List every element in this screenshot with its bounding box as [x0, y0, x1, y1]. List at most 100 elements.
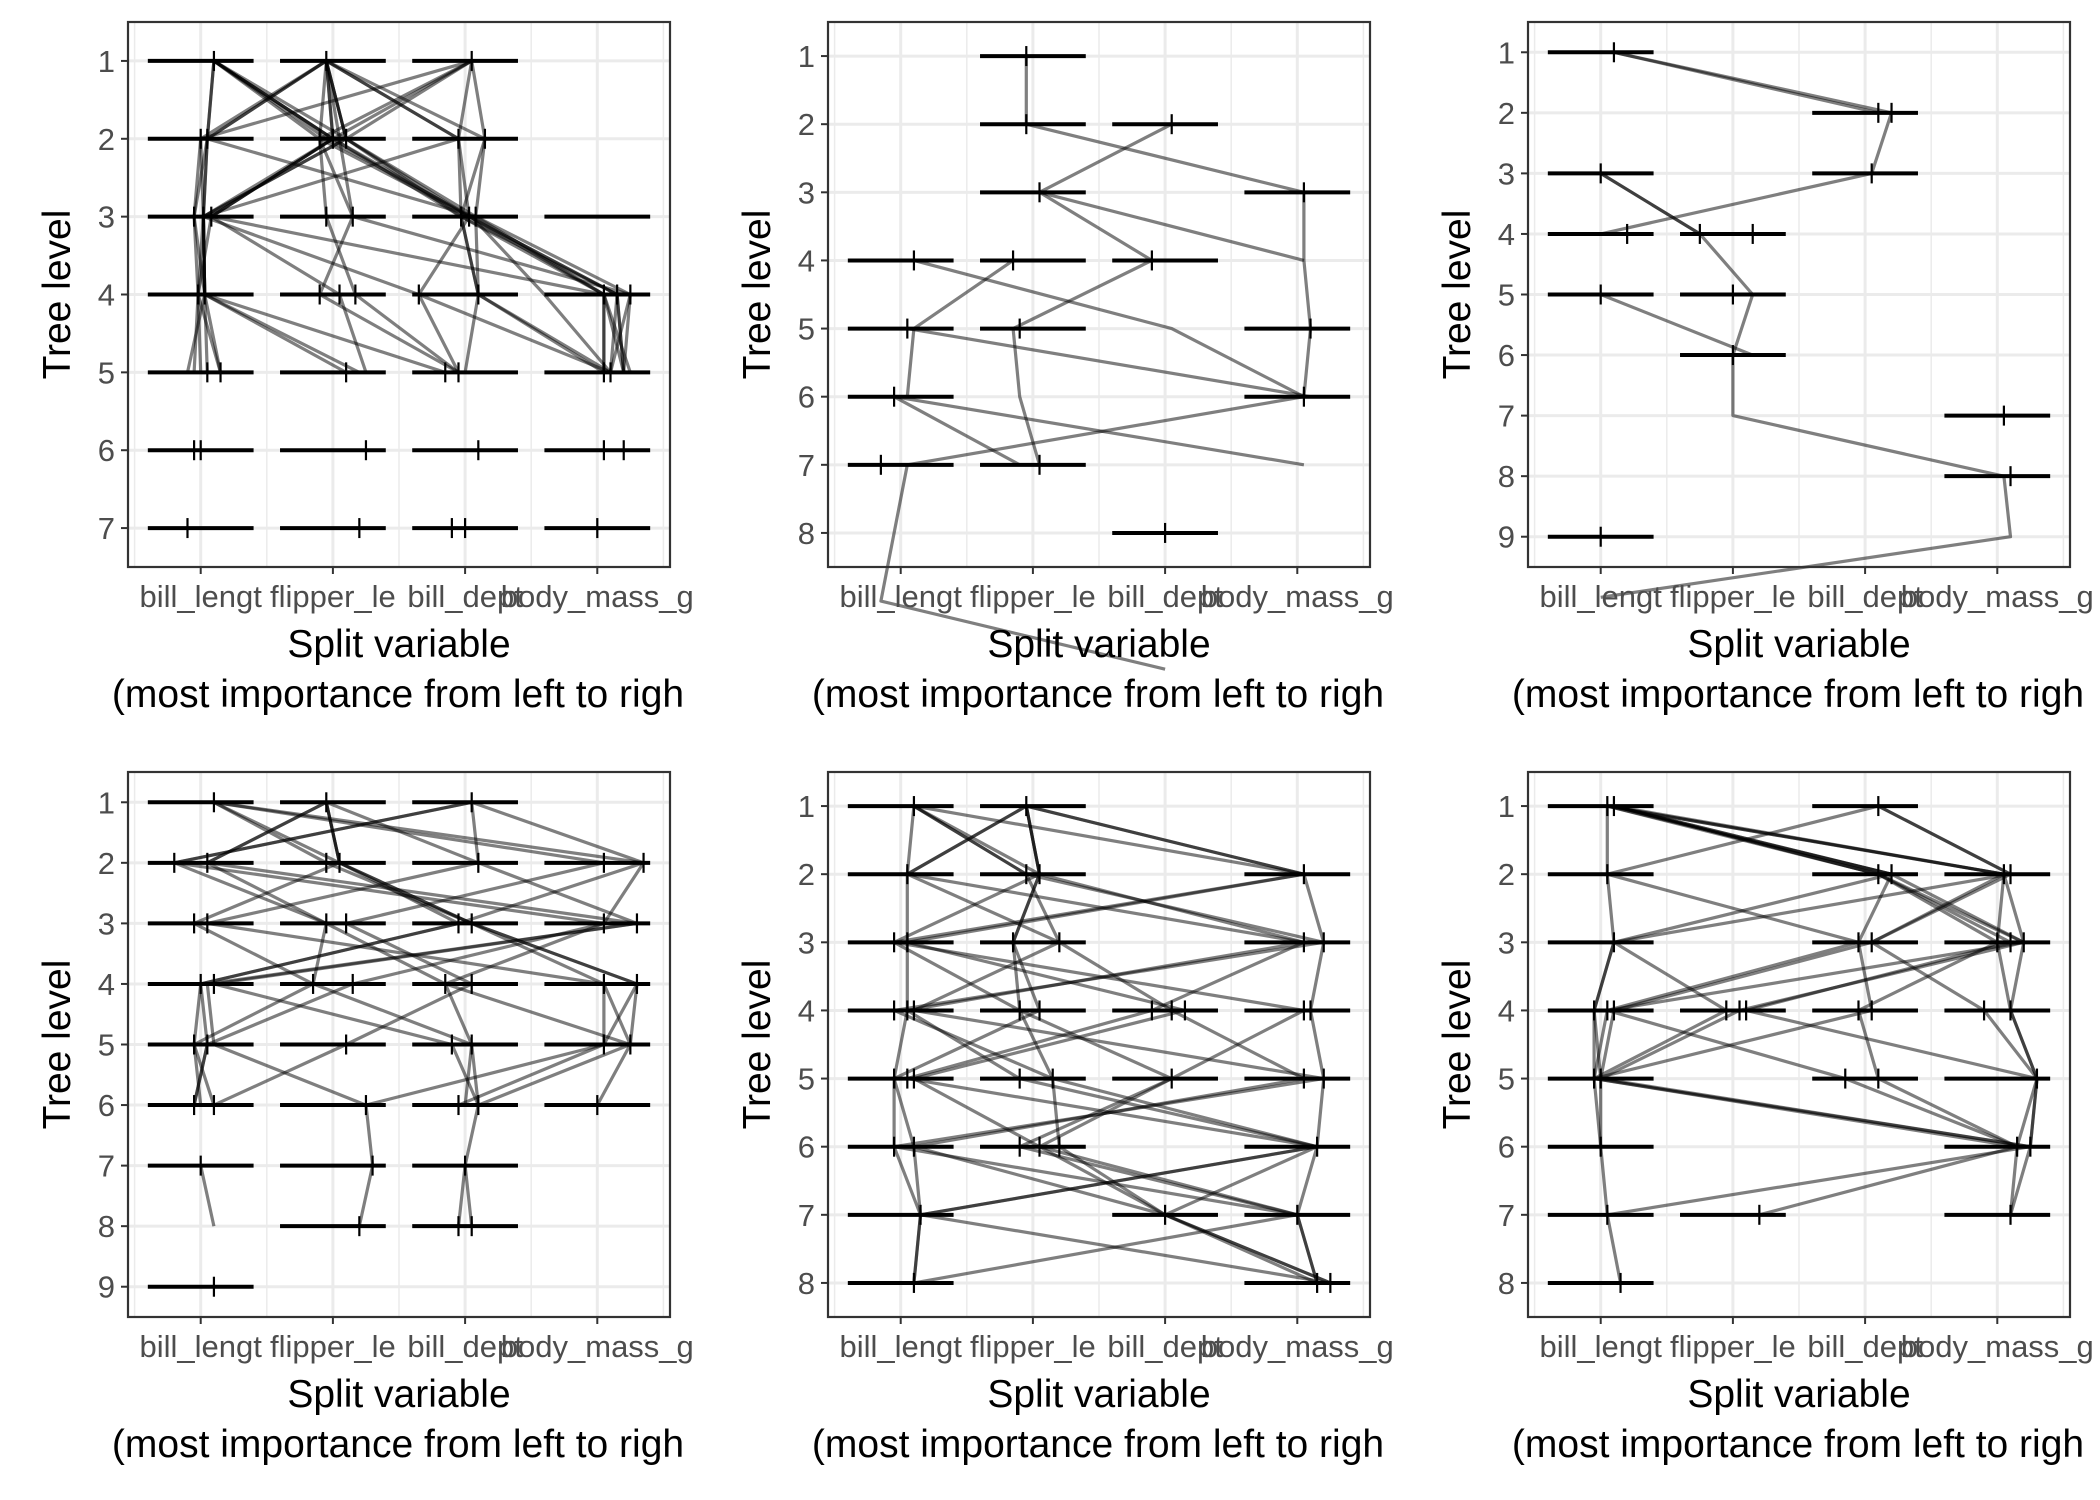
y-tick-label: 2: [1498, 857, 1515, 892]
y-tick-label: 1: [798, 789, 815, 824]
tree-path-line: [213, 800, 632, 1107]
y-tick-label: 6: [1498, 1130, 1515, 1165]
x-tick-label: body_mass_g: [501, 1329, 694, 1364]
x-axis-title: Split variable: [987, 623, 1210, 666]
y-axis-title: Tree level: [736, 210, 779, 380]
tree-path-line: [1592, 806, 1623, 1284]
y-tick-label: 4: [98, 967, 115, 1002]
y-tick-label: 4: [798, 993, 815, 1028]
tree-path-line: [1599, 172, 2013, 599]
y-axis-title: Tree level: [36, 960, 79, 1130]
tree-path-line: [892, 805, 1318, 1285]
chart-panel-4: 1 2 3 4 5 6 7 8 9 bill_lengt flipper_le bill_deptbo…: [36, 770, 694, 1466]
tree-path-line: [1600, 293, 1754, 357]
tree-path-line: [456, 1165, 467, 1227]
x-axis-title: Split variable: [1687, 623, 1910, 666]
chart-panel-2: 1 2 3 4 5 6 7 8 bill_lengt flipper_le bill_deptbod…: [736, 20, 1394, 716]
chart-panel-6: 1 2 3 4 5 6 7 8 bill_lengt flipper_le bill_deptbod…: [1436, 770, 2094, 1466]
x-axis-subtitle: (most importance from left to righ: [112, 1423, 684, 1466]
y-tick-label: 2: [798, 857, 815, 892]
x-axis-subtitle: (most importance from left to righ: [1512, 1423, 2084, 1466]
x-tick-label: bill_dept: [407, 1329, 523, 1364]
x-tick-label: bill_lengt: [840, 1329, 963, 1364]
y-tick-label: 6: [798, 380, 815, 415]
y-tick-label: 1: [1498, 35, 1515, 70]
chart-panel-5: 1 2 3 4 5 6 7 8 bill_lengt flipper_le bill_deptbod…: [736, 770, 1394, 1466]
x-tick-label: flipper_le: [1670, 579, 1796, 614]
x-tick-label: bill_lengt: [1540, 1329, 1663, 1364]
x-tick-label: flipper_le: [1670, 1329, 1796, 1364]
y-tick-label: 6: [98, 1088, 115, 1123]
y-tick-label: 8: [798, 516, 815, 551]
x-tick-label: bill_dept: [1107, 579, 1223, 614]
x-axis-subtitle: (most importance from left to righ: [812, 673, 1384, 716]
y-tick-label: 3: [98, 906, 115, 941]
y-tick-label: 2: [98, 846, 115, 881]
y-axis-title: Tree level: [736, 960, 779, 1130]
y-tick-label: 5: [798, 312, 815, 347]
y-axis-title: Tree level: [36, 210, 79, 380]
y-tick-label: 8: [98, 1209, 115, 1244]
y-tick-label: 3: [1498, 156, 1515, 191]
x-axis-subtitle: (most importance from left to righ: [112, 673, 684, 716]
x-axis-title: Split variable: [287, 623, 510, 666]
y-tick-label: 2: [98, 122, 115, 157]
chart-panel-3: 1 2 3 4 5 6 7 8 9 bill_lengt flipper_le bill_deptbo…: [1436, 20, 2094, 716]
y-tick-label: 5: [98, 1028, 115, 1063]
x-tick-label: body_mass_g: [1901, 1329, 2094, 1364]
x-tick-label: bill_dept: [1807, 1329, 1923, 1364]
y-tick-label: 6: [98, 433, 115, 468]
tree-path-line: [893, 395, 1021, 467]
x-tick-label: body_mass_g: [501, 579, 694, 614]
x-axis-subtitle: (most importance from left to righ: [812, 1423, 1384, 1466]
y-tick-label: 9: [98, 1270, 115, 1305]
y-tick-label: 3: [98, 200, 115, 235]
y-tick-label: 1: [798, 39, 815, 74]
tree-path-line: [1039, 190, 1305, 262]
x-tick-label: flipper_le: [970, 579, 1096, 614]
tree-path-line: [357, 1165, 375, 1227]
panel-border: [826, 770, 1372, 1319]
y-tick-label: 2: [798, 107, 815, 142]
x-tick-label: bill_lengt: [1540, 579, 1663, 614]
x-axis-title: Split variable: [987, 1373, 1210, 1416]
y-tick-label: 6: [798, 1130, 815, 1165]
x-axis-title: Split variable: [287, 1373, 510, 1416]
tree-path-line: [364, 1104, 375, 1166]
y-tick-label: 7: [798, 1198, 815, 1233]
y-tick-label: 8: [1498, 459, 1515, 494]
y-axis-title: Tree level: [1436, 210, 1479, 380]
y-tick-label: 4: [1498, 993, 1515, 1028]
y-tick-label: 4: [798, 243, 815, 278]
tree-path-line: [1011, 122, 1173, 466]
y-tick-label: 7: [798, 448, 815, 483]
y-tick-label: 7: [98, 1149, 115, 1184]
y-tick-label: 7: [1498, 1198, 1515, 1233]
x-tick-label: bill_dept: [1807, 579, 1923, 614]
tree-path-line: [907, 327, 1311, 399]
y-tick-label: 5: [98, 355, 115, 390]
y-tick-label: 5: [1498, 1062, 1515, 1097]
tree-path-line: [1024, 56, 1313, 397]
y-tick-label: 3: [798, 925, 815, 960]
y-tick-label: 1: [1498, 789, 1515, 824]
y-tick-label: 8: [798, 1266, 815, 1301]
x-tick-label: body_mass_g: [1901, 579, 2094, 614]
y-tick-label: 5: [1498, 278, 1515, 313]
x-tick-label: bill_dept: [407, 579, 523, 614]
y-tick-label: 7: [98, 511, 115, 546]
y-tick-label: 8: [1498, 1266, 1515, 1301]
y-tick-label: 1: [98, 785, 115, 820]
tree-path-line: [1025, 804, 1326, 1284]
y-axis-title: Tree level: [1436, 960, 1479, 1130]
y-tick-label: 3: [1498, 925, 1515, 960]
x-tick-label: bill_lengt: [840, 579, 963, 614]
x-axis-title: Split variable: [1687, 1373, 1910, 1416]
y-tick-label: 6: [1498, 338, 1515, 373]
tree-path-line: [1599, 172, 1701, 236]
y-tick-label: 4: [1498, 217, 1515, 252]
tree-path-line: [199, 1165, 216, 1227]
tree-path-line: [1613, 50, 1879, 115]
tree-path-line: [905, 804, 1331, 1285]
